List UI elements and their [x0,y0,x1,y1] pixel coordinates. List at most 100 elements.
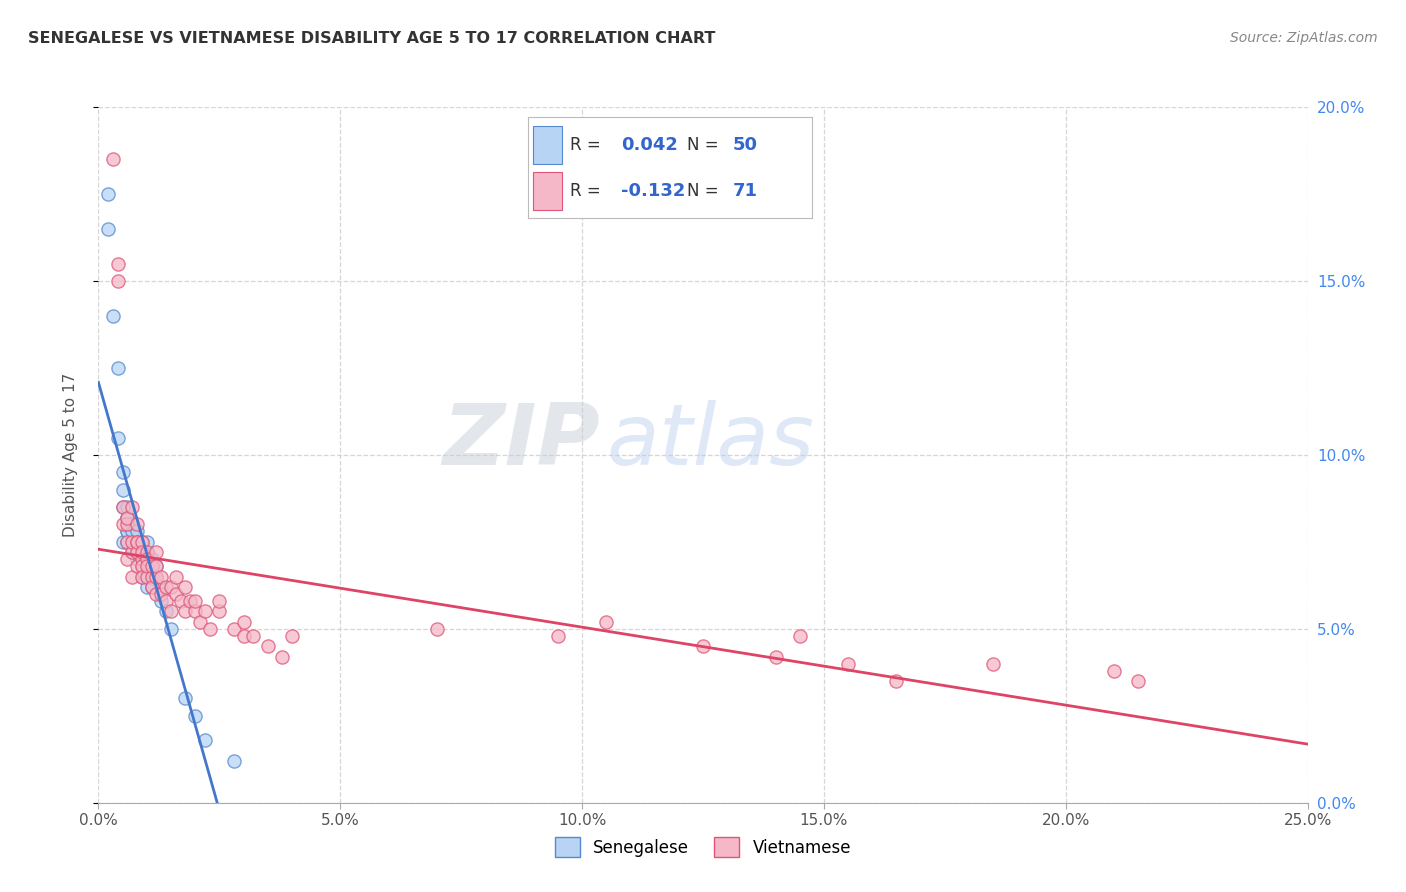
Point [121,517,143,532]
Point [127,534,149,549]
Point [426,622,449,636]
Point [127,534,149,549]
Point [222,622,245,636]
Point [155,594,177,608]
Point [101,152,124,166]
Point [131,570,153,584]
Point [141,559,163,574]
Point [194,605,217,619]
Point [222,754,245,768]
Point [127,534,149,549]
Point [198,622,221,636]
Point [271,649,294,664]
Point [101,309,124,323]
Point [117,524,139,539]
Point [107,360,129,375]
Point [981,657,1004,671]
Point [145,559,167,574]
Point [111,483,134,497]
Point [184,708,207,723]
Point [692,639,714,653]
Point [117,534,139,549]
Point [188,615,211,629]
Point [131,534,153,549]
Point [117,534,139,549]
Point [595,615,617,629]
Point [117,510,139,524]
Point [111,534,134,549]
Point [208,605,231,619]
Point [256,639,278,653]
Point [131,545,153,559]
Point [135,570,157,584]
Point [141,559,163,574]
Point [160,622,183,636]
Point [127,524,149,539]
Point [121,545,143,559]
Point [127,552,149,566]
Point [184,594,207,608]
Point [165,570,187,584]
Point [117,510,139,524]
Point [131,534,153,549]
Point [135,559,157,574]
Point [184,605,207,619]
Point [141,570,163,584]
Point [111,500,134,514]
Point [155,605,177,619]
Point [1128,674,1150,689]
Point [789,629,811,643]
Point [141,580,163,594]
Point [121,545,143,559]
Point [145,559,167,574]
Point [131,534,153,549]
Point [121,524,143,539]
Point [135,534,157,549]
Point [135,545,157,559]
Point [135,545,157,559]
Point [165,587,187,601]
Point [107,430,129,444]
Point [121,534,143,549]
Point [107,257,129,271]
Point [117,500,139,514]
Point [765,649,787,664]
Point [117,552,139,566]
Point [160,580,183,594]
Point [135,545,157,559]
Point [145,545,167,559]
Point [127,517,149,532]
Point [232,615,254,629]
Point [281,629,304,643]
Point [111,466,134,480]
Point [547,629,569,643]
Point [135,580,157,594]
Point [121,570,143,584]
Point [117,517,139,532]
Point [174,605,197,619]
Point [135,559,157,574]
Point [242,629,264,643]
Point [131,545,153,559]
Text: ZIP: ZIP [443,400,600,483]
Point [131,570,153,584]
Point [155,580,177,594]
Point [150,587,173,601]
Point [135,570,157,584]
Point [145,587,167,601]
Point [169,594,191,608]
Text: atlas: atlas [606,400,814,483]
Point [145,570,167,584]
Point [150,570,173,584]
Point [97,221,120,235]
Point [837,657,859,671]
Point [150,580,173,594]
Point [131,559,153,574]
Point [135,552,157,566]
Point [121,534,143,549]
Point [117,524,139,539]
Point [107,274,129,288]
Point [150,594,173,608]
Point [131,559,153,574]
Point [111,517,134,532]
